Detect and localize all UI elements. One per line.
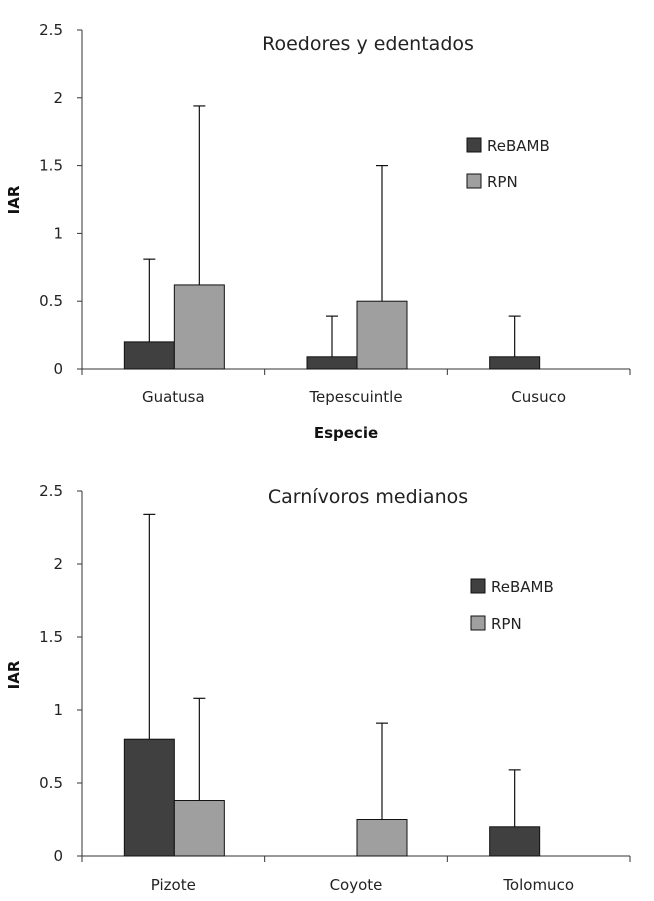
category-label: Coyote bbox=[330, 876, 383, 894]
legend-swatch-rpn bbox=[466, 173, 482, 189]
y-tick-label: 2.5 bbox=[39, 482, 63, 500]
y-tick-label: 2 bbox=[53, 555, 63, 573]
y-tick-label: 0 bbox=[53, 360, 63, 378]
bar-rpn bbox=[173, 284, 225, 370]
y-tick-label: 1.5 bbox=[39, 157, 63, 175]
legend-swatch-rpn bbox=[470, 615, 486, 631]
y-axis-label: IAR bbox=[5, 185, 23, 214]
y-tick-label: 2 bbox=[53, 89, 63, 107]
legend-label-rpn: RPN bbox=[487, 173, 518, 191]
category-label: Cusuco bbox=[511, 388, 566, 406]
chart-roedores: Roedores y edentados 0 0.5 1 1.5 2 2.5 IAR Guatu… bbox=[5, 21, 631, 442]
bar-rpn bbox=[356, 819, 408, 857]
x-axis-label: Especie bbox=[314, 424, 378, 442]
category-label: Tolomuco bbox=[502, 876, 574, 894]
chart-title: Carnívoros medianos bbox=[268, 486, 468, 508]
bar-rpn bbox=[356, 300, 408, 370]
bar-rebamb bbox=[123, 738, 175, 857]
y-tick-label: 0.5 bbox=[39, 292, 63, 310]
y-tick-label: 0 bbox=[53, 847, 63, 865]
legend-label-rebamb: ReBAMB bbox=[487, 137, 550, 155]
chart-carnivoros: Carnívoros medianos 0 0.5 1 1.5 2 2.5 IAR Pizote… bbox=[5, 482, 631, 894]
y-tick-label: 2.5 bbox=[39, 21, 63, 39]
category-label: Pizote bbox=[151, 876, 196, 894]
bar-rebamb bbox=[489, 826, 541, 857]
bar-rebamb bbox=[306, 356, 358, 370]
legend-swatch-rebamb bbox=[466, 137, 482, 153]
legend-label-rpn: RPN bbox=[491, 615, 522, 633]
legend-label-rebamb: ReBAMB bbox=[491, 578, 554, 596]
y-tick-label: 1 bbox=[53, 224, 63, 242]
y-tick-label: 0.5 bbox=[39, 774, 63, 792]
chart-title: Roedores y edentados bbox=[262, 33, 474, 55]
y-tick-label: 1.5 bbox=[39, 628, 63, 646]
bar-rpn bbox=[173, 800, 225, 857]
category-label: Guatusa bbox=[142, 388, 205, 406]
y-tick-label: 1 bbox=[53, 701, 63, 719]
bar-rebamb bbox=[123, 341, 175, 370]
category-label: Tepescuintle bbox=[308, 388, 402, 406]
y-axis-label: IAR bbox=[5, 660, 23, 689]
bar-rebamb bbox=[489, 356, 541, 370]
legend-swatch-rebamb bbox=[470, 578, 486, 594]
